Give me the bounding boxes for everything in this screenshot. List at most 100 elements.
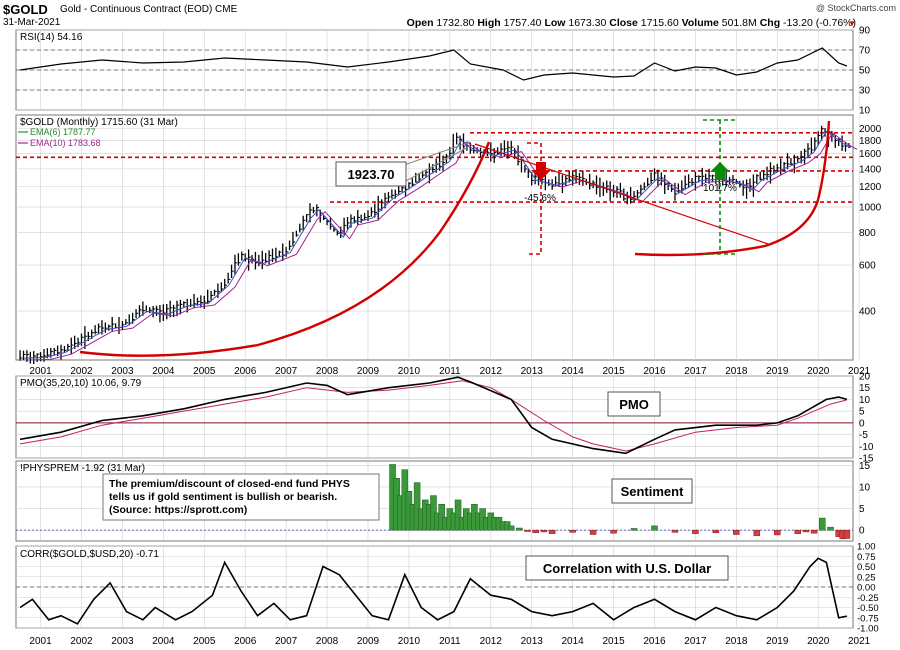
corr-line xyxy=(19,557,848,625)
sentiment-bar xyxy=(712,529,720,534)
parabolic-arc-2001 xyxy=(79,141,491,357)
x-tick-label: 2019 xyxy=(766,366,789,377)
pmo-y-tick: 20 xyxy=(859,372,871,383)
sentiment-bar xyxy=(548,529,556,534)
high-value: 1757.40 xyxy=(503,17,542,29)
price-y-tick: 800 xyxy=(859,228,876,239)
pmo-y-tick: -10 xyxy=(859,442,874,453)
up-arrow-icon xyxy=(710,162,730,180)
ema6-line xyxy=(24,130,852,359)
price-legend: $GOLD (Monthly) 1715.60 (31 Mar) xyxy=(20,117,178,128)
sentiment-bar xyxy=(753,529,761,537)
price-y-tick: 1800 xyxy=(859,136,882,147)
x-tick-label: 2009 xyxy=(357,366,380,377)
rsi-y-tick: 70 xyxy=(859,46,871,57)
sentiment-note-line: tells us if gold sentiment is bullish or… xyxy=(109,491,337,503)
x-tick-label: 2010 xyxy=(398,636,421,647)
price-y-tick: 1400 xyxy=(859,164,882,175)
chg-label: Chg xyxy=(759,17,781,29)
sentiment-y-tick: 10 xyxy=(859,482,871,493)
x-tick-label: 2011 xyxy=(439,366,461,377)
low-value: 1673.30 xyxy=(568,17,607,29)
sentiment-bar xyxy=(671,529,679,533)
x-tick-label: 2020 xyxy=(807,366,830,377)
price-y-tick: 600 xyxy=(859,261,876,272)
x-tick-label: 2010 xyxy=(398,366,421,377)
x-tick-label: 2005 xyxy=(193,636,216,647)
x-tick-label: 2004 xyxy=(152,366,175,377)
sentiment-bar xyxy=(569,529,576,533)
sentiment-bar xyxy=(610,529,617,534)
price-y-tick: 400 xyxy=(859,307,876,318)
chg-value: -13.20 (-0.76%) xyxy=(783,17,856,29)
sentiment-bar xyxy=(454,499,462,531)
sentiment-bar xyxy=(843,529,851,539)
chart-date: 31-Mar-2021 xyxy=(3,17,61,28)
parabolic-arc-2016 xyxy=(634,120,831,257)
pmo-label-box xyxy=(607,391,661,417)
sentiment-bar xyxy=(516,527,523,531)
x-tick-label: 2021 xyxy=(848,636,871,647)
pmo-y-tick: -5 xyxy=(859,430,868,441)
x-tick-label: 2005 xyxy=(193,366,216,377)
price-y-tick: 2000 xyxy=(859,124,882,135)
sentiment-bar xyxy=(507,525,515,531)
corr-y-tick: 0.75 xyxy=(857,552,876,563)
source-credit: @ StockCharts.com xyxy=(815,3,896,13)
sentiment-bar xyxy=(774,529,781,536)
x-tick-label: 2008 xyxy=(316,366,339,377)
pmo-y-tick: 5 xyxy=(859,407,865,418)
x-tick-label: 2014 xyxy=(562,636,585,647)
x-tick-label: 2006 xyxy=(234,636,257,647)
sentiment-note-line: The premium/discount of closed-end fund … xyxy=(109,478,350,490)
peak-callout-line xyxy=(403,145,471,183)
panel-pmo xyxy=(15,375,854,459)
x-tick-label: 2015 xyxy=(602,366,625,377)
x-tick-label: 2003 xyxy=(111,636,134,647)
pmo-y-tick: -15 xyxy=(859,454,874,465)
x-tick-label: 2009 xyxy=(357,636,380,647)
corr-y-tick: 0.50 xyxy=(857,562,876,573)
corr-y-tick: -1.00 xyxy=(857,624,879,635)
sentiment-y-tick: 0 xyxy=(859,526,865,537)
x-tick-label: 2018 xyxy=(725,636,748,647)
close-value: 1715.60 xyxy=(640,17,679,29)
corr-label: Correlation with U.S. Dollar xyxy=(543,561,711,576)
corr-y-tick: 0.25 xyxy=(857,572,876,583)
pmo-y-tick: 15 xyxy=(859,383,871,394)
peak-callout-line xyxy=(403,141,471,166)
price-y-tick: 1000 xyxy=(859,203,882,214)
corr-y-tick: 1.00 xyxy=(857,542,876,553)
x-tick-label: 2002 xyxy=(70,366,93,377)
x-tick-label: 2013 xyxy=(521,636,544,647)
x-tick-label: 2008 xyxy=(316,636,339,647)
x-tick-label: 2014 xyxy=(562,366,585,377)
rsi-y-tick: 90 xyxy=(859,26,871,37)
x-tick-label: 2012 xyxy=(480,636,503,647)
sentiment-note-box xyxy=(102,473,380,521)
x-tick-label: 2011 xyxy=(439,636,461,647)
down-triangle-icon: ▼ xyxy=(848,19,856,28)
sentiment-bar xyxy=(819,517,826,531)
x-tick-label: 2016 xyxy=(643,636,666,647)
sentiment-bar xyxy=(692,529,699,534)
declining-trendline xyxy=(474,143,769,245)
pmo-signal-line xyxy=(20,380,848,452)
sentiment-bar xyxy=(413,482,421,531)
corr-label-box xyxy=(525,555,729,581)
peak-label: 1923.70 xyxy=(348,167,395,182)
sentiment-bar xyxy=(794,529,801,534)
pmo-y-tick: 0 xyxy=(859,418,865,429)
pmo-line xyxy=(19,376,848,455)
corr-y-tick: 0.00 xyxy=(857,583,876,594)
rise-bracket xyxy=(703,119,737,255)
down-arrow-icon xyxy=(531,162,551,180)
pmo-legend: PMO(35,20,10) 10.06, 9.79 xyxy=(20,378,142,389)
pmo-y-tick: 10 xyxy=(859,395,871,406)
open-label: Open xyxy=(406,17,434,29)
x-tick-label: 2013 xyxy=(521,366,544,377)
sentiment-note-line: (Source: https://sprott.com) xyxy=(109,504,247,516)
close-label: Close xyxy=(609,17,638,29)
x-tick-label: 2017 xyxy=(684,366,707,377)
peak-label-box xyxy=(335,161,407,187)
